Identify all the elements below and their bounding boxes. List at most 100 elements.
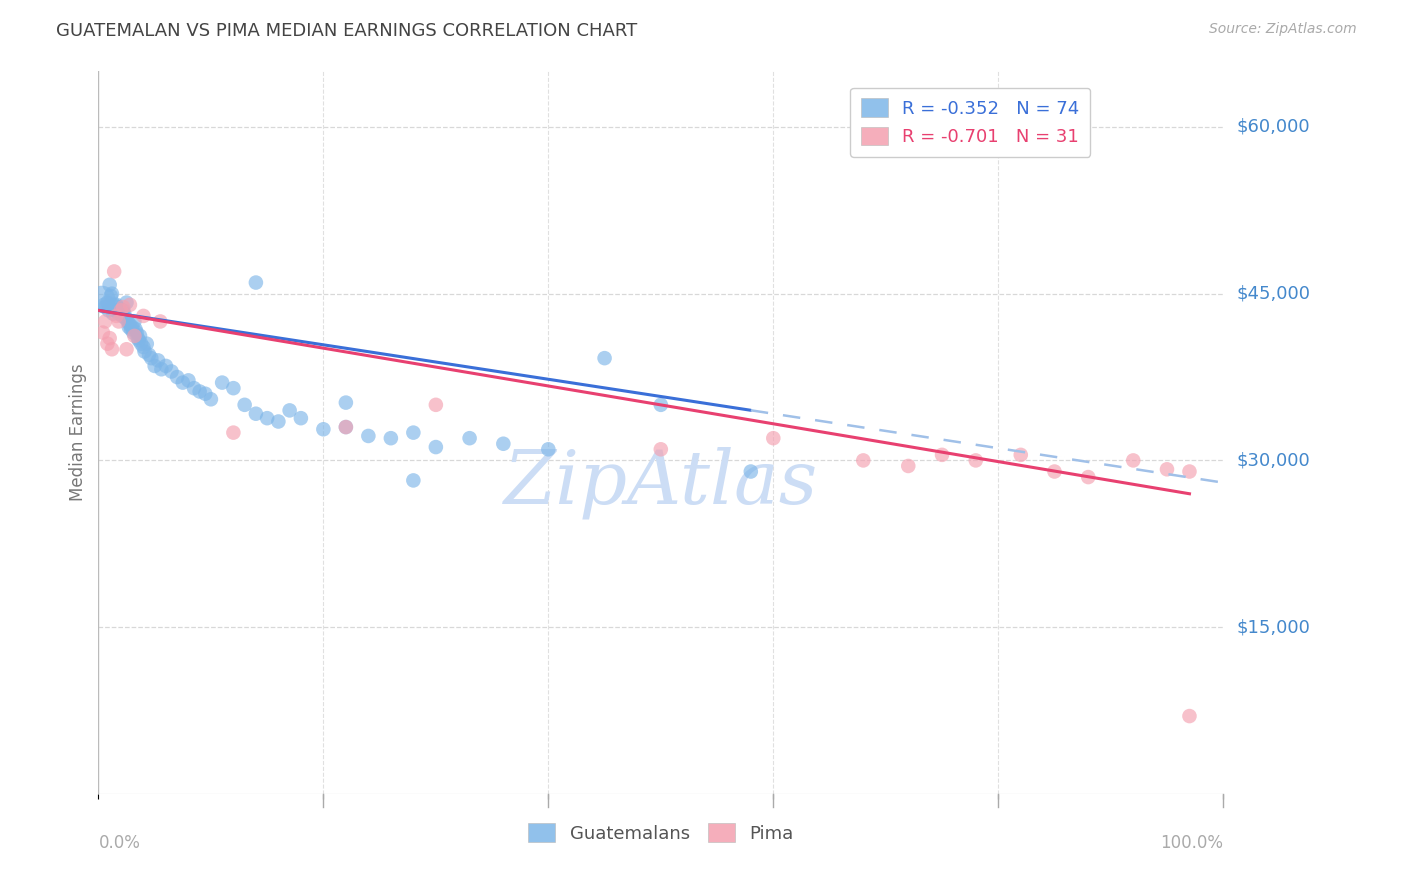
Point [101, 307, 124, 321]
Point [149, 314, 172, 328]
Point [141, 351, 163, 366]
Point [135, 336, 157, 351]
Point [256, 411, 278, 425]
Text: $30,000: $30,000 [1237, 451, 1310, 469]
Point [897, 458, 920, 473]
Text: ZipAtlas: ZipAtlas [503, 447, 818, 519]
Point [200, 392, 222, 407]
Point [458, 431, 481, 445]
Point [94, 314, 117, 328]
Point [104, 303, 127, 318]
Point [105, 298, 128, 312]
Point [402, 425, 425, 440]
Point [129, 329, 152, 343]
Point [425, 440, 447, 454]
Point [134, 344, 156, 359]
Point [118, 298, 141, 312]
Point [120, 322, 142, 336]
Point [931, 448, 953, 462]
Point [107, 307, 129, 321]
Point [740, 465, 762, 479]
Point [90, 292, 112, 306]
Text: $15,000: $15,000 [1237, 618, 1310, 636]
Point [402, 474, 425, 488]
Point [245, 407, 267, 421]
Point [1077, 470, 1099, 484]
Point [537, 442, 560, 457]
Point [127, 331, 149, 345]
Point [194, 386, 217, 401]
Text: GUATEMALAN VS PIMA MEDIAN EARNINGS CORRELATION CHART: GUATEMALAN VS PIMA MEDIAN EARNINGS CORRE… [56, 22, 637, 40]
Point [101, 286, 124, 301]
Text: $45,000: $45,000 [1237, 285, 1310, 302]
Point [110, 303, 132, 318]
Legend: Guatemalans, Pima: Guatemalans, Pima [520, 816, 801, 850]
Point [138, 348, 160, 362]
Point [150, 362, 173, 376]
Point [112, 307, 135, 321]
Point [290, 411, 312, 425]
Point [103, 298, 125, 312]
Point [115, 295, 138, 310]
Point [125, 326, 148, 340]
Point [1043, 465, 1066, 479]
Point [1178, 465, 1201, 479]
Point [177, 373, 200, 387]
Point [650, 442, 672, 457]
Point [98, 331, 121, 345]
Point [122, 326, 145, 340]
Y-axis label: Median Earnings: Median Earnings [69, 364, 87, 501]
Point [188, 384, 211, 399]
Point [112, 300, 135, 314]
Text: 0.0%: 0.0% [98, 834, 141, 852]
Point [107, 300, 129, 314]
Point [101, 343, 124, 357]
Point [233, 398, 256, 412]
Point [94, 300, 117, 314]
Point [965, 453, 987, 467]
Text: 100.0%: 100.0% [1160, 834, 1223, 852]
Point [96, 295, 118, 310]
Point [121, 320, 143, 334]
Point [492, 436, 515, 450]
Point [124, 314, 146, 328]
Point [762, 431, 785, 445]
Point [183, 381, 205, 395]
Point [1156, 462, 1178, 476]
Point [146, 353, 169, 368]
Point [1178, 709, 1201, 723]
Point [211, 376, 233, 390]
Point [357, 429, 380, 443]
Point [91, 326, 114, 340]
Point [222, 381, 245, 395]
Point [118, 318, 141, 332]
Text: $60,000: $60,000 [1237, 118, 1310, 136]
Point [105, 309, 128, 323]
Point [245, 276, 267, 290]
Point [103, 264, 125, 278]
Point [107, 314, 129, 328]
Point [593, 351, 616, 366]
Point [132, 309, 155, 323]
Point [124, 329, 146, 343]
Point [96, 336, 118, 351]
Point [124, 322, 146, 336]
Point [172, 376, 194, 390]
Point [1010, 448, 1032, 462]
Point [335, 395, 357, 409]
Point [278, 403, 301, 417]
Point [155, 359, 177, 373]
Point [143, 359, 166, 373]
Point [114, 311, 136, 326]
Point [222, 425, 245, 440]
Point [128, 334, 150, 348]
Point [335, 420, 357, 434]
Point [93, 298, 115, 312]
Point [112, 303, 135, 318]
Point [115, 343, 138, 357]
Point [98, 277, 121, 292]
Point [852, 453, 875, 467]
Point [166, 370, 188, 384]
Point [380, 431, 402, 445]
Point [100, 289, 122, 303]
